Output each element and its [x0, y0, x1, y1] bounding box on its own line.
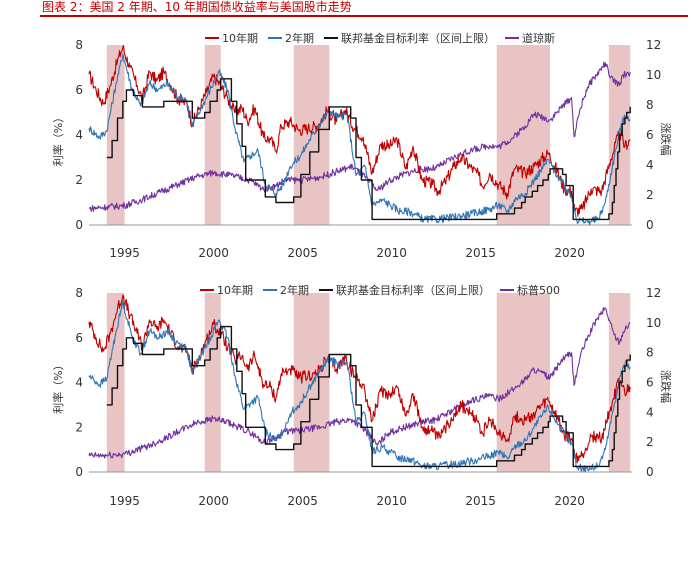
y-right-axis-label: 涨跌幅: [659, 123, 673, 156]
y-right-axis-label: 涨跌幅: [659, 370, 673, 403]
y-left-tick-label: 0: [75, 465, 83, 479]
y-left-axis-label: 利率（%）: [51, 112, 65, 166]
legend-entry-index: 道琼斯: [505, 31, 555, 45]
shaded-period-4: [496, 45, 551, 225]
x-tick-label: 2000: [198, 246, 229, 260]
legend-entry-fed: 联邦基金目标利率（区间上限）: [324, 31, 495, 45]
y-right-tick-label: 12: [646, 286, 661, 300]
y-left-axis-label: 利率（%）: [51, 359, 65, 413]
shaded-period-1: [106, 45, 125, 225]
x-tick-label: 2015: [465, 494, 496, 508]
title-rule: [40, 15, 688, 17]
figure-title: 图表 2：美国 2 年期、10 年期国债收益率与美国股市走势: [42, 0, 352, 14]
y-right-tick-label: 0: [646, 218, 654, 232]
legend-label: 2年期: [280, 283, 309, 297]
chart-2: 0 2 4 6 8 0 2 4 6 8 10 12 1995 2000 2005 2010 2015 2020 利率…: [51, 283, 673, 508]
shaded-period-1: [106, 293, 125, 472]
legend-label: 标普500: [517, 283, 560, 297]
x-tick-label: 2020: [554, 246, 585, 260]
y-left-tick-label: 4: [75, 128, 83, 142]
y-left-tick-label: 2: [75, 420, 83, 434]
x-tick-label: 1995: [109, 246, 140, 260]
series-line-two-year: [88, 301, 631, 473]
x-tick-label: 2015: [465, 246, 496, 260]
y-right-tick-label: 8: [646, 98, 654, 112]
legend-entry-index: 标普500: [500, 283, 560, 297]
chart-1: 0 2 4 6 8 0 2 4 6 8 10 12 1995 2000 2005 2010 2015 2020 利率…: [51, 31, 673, 260]
y-right-tick-label: 10: [646, 68, 661, 82]
y-right-tick-label: 2: [646, 188, 654, 202]
x-tick-label: 2005: [287, 246, 318, 260]
y-left-tick-label: 0: [75, 218, 83, 232]
legend-label: 道琼斯: [522, 31, 555, 45]
x-tick-label: 2010: [376, 246, 407, 260]
series-line-index: [88, 307, 631, 459]
legend-entry-ten-year: 10年期: [200, 283, 253, 297]
y-left-tick-label: 8: [75, 286, 83, 300]
y-right-tick-label: 10: [646, 316, 661, 330]
series-line-fed: [106, 325, 631, 468]
y-left-tick-label: 2: [75, 173, 83, 187]
y-left-tick-label: 6: [75, 331, 83, 345]
legend-label: 2年期: [285, 31, 314, 45]
y-right-tick-label: 4: [646, 405, 654, 419]
y-left-tick-label: 4: [75, 376, 83, 390]
x-tick-label: 2000: [198, 494, 229, 508]
y-right-tick-label: 8: [646, 346, 654, 360]
legend-label: 10年期: [217, 283, 253, 297]
y-right-tick-label: 4: [646, 158, 654, 172]
legend-entry-two-year: 2年期: [268, 31, 314, 45]
x-tick-label: 2010: [376, 494, 407, 508]
series-line-two-year: [88, 53, 631, 226]
y-right-tick-label: 6: [646, 376, 654, 390]
series-line-fed: [106, 78, 631, 221]
x-tick-label: 2005: [287, 494, 318, 508]
y-left-tick-label: 6: [75, 83, 83, 97]
legend-entry-fed: 联邦基金目标利率（区间上限）: [319, 283, 490, 297]
legend-entry-two-year: 2年期: [263, 283, 309, 297]
y-right-tick-label: 0: [646, 465, 654, 479]
legend-label: 联邦基金目标利率（区间上限）: [341, 31, 495, 45]
legend-label: 10年期: [222, 31, 258, 45]
y-left-tick-label: 8: [75, 38, 83, 52]
y-right-tick-label: 12: [646, 38, 661, 52]
legend-entry-ten-year: 10年期: [205, 31, 258, 45]
shaded-period-2: [204, 293, 221, 472]
x-tick-label: 2020: [554, 494, 585, 508]
y-right-tick-label: 2: [646, 435, 654, 449]
legend-label: 联邦基金目标利率（区间上限）: [336, 283, 490, 297]
y-right-tick-label: 6: [646, 128, 654, 142]
x-tick-label: 1995: [109, 494, 140, 508]
shaded-period-3: [293, 293, 330, 472]
